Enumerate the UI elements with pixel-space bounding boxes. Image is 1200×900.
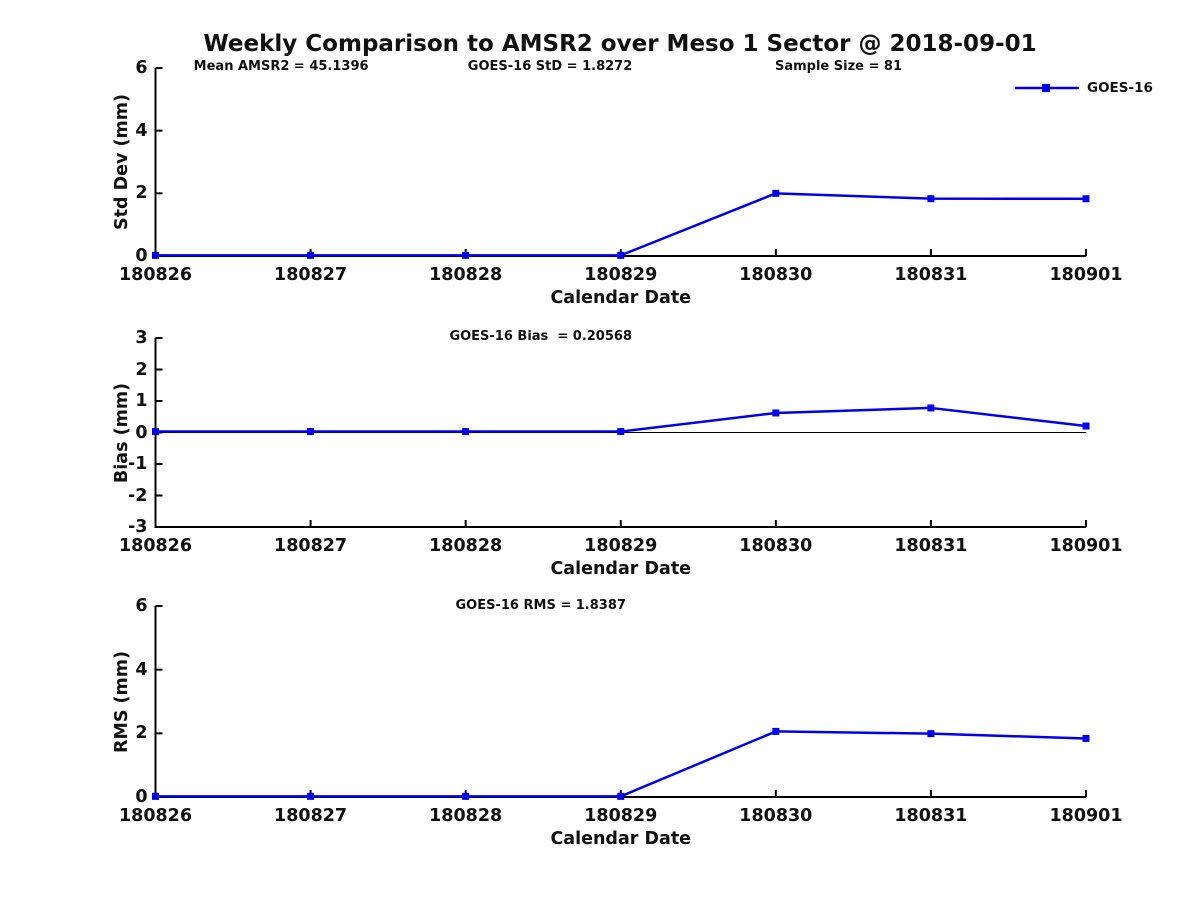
y-axis-label: Bias (mm) (112, 382, 132, 483)
x-tick-label: 180828 (429, 536, 503, 556)
data-marker (772, 189, 780, 197)
data-marker (1082, 195, 1090, 203)
x-tick-label: 180829 (584, 806, 658, 826)
data-marker (152, 428, 159, 436)
legend-line-icon (1015, 84, 1079, 92)
x-tick-label: 180829 (584, 536, 658, 556)
data-line (155, 406, 1087, 433)
data-marker (307, 428, 315, 436)
data-marker (772, 727, 780, 735)
axis-spines (154, 606, 1086, 798)
plot-annotation: GOES-16 RMS = 1.8387 (455, 598, 626, 613)
x-tick-label: 180901 (1049, 536, 1123, 556)
data-marker (462, 251, 470, 259)
data-marker (462, 428, 470, 436)
data-marker (1082, 734, 1090, 742)
x-tick-label: 180826 (118, 806, 193, 826)
legend: GOES-16 (1015, 78, 1153, 98)
x-axis-label: Calendar Date (550, 559, 692, 579)
data-marker (772, 409, 780, 417)
data-marker (1082, 422, 1090, 430)
y-tick-label: 4 (135, 120, 148, 141)
axis-spines (154, 68, 1086, 257)
data-marker (617, 251, 625, 259)
y-tick-label: -1 (128, 454, 148, 474)
plot-annotation: Sample Size = 81 (774, 59, 902, 74)
data-marker (462, 792, 470, 800)
y-axis-label: RMS (mm) (112, 650, 132, 753)
x-tick-label: 180828 (429, 806, 503, 826)
y-tick-label: -3 (128, 517, 148, 537)
data-marker (152, 792, 159, 800)
y-tick-label: 2 (135, 359, 148, 380)
data-marker (927, 730, 935, 738)
data-marker (927, 195, 935, 203)
y-tick-label: 0 (135, 422, 148, 443)
data-marker (307, 792, 315, 800)
x-tick-label: 180831 (894, 265, 968, 285)
data-line (155, 730, 1087, 798)
y-tick-label: 6 (135, 58, 148, 78)
plot-annotation: Mean AMSR2 = 45.1396 (193, 59, 369, 74)
x-tick-label: 180831 (894, 806, 968, 826)
x-tick-label: 180827 (274, 806, 348, 826)
data-marker (617, 428, 625, 436)
y-tick-label: 0 (135, 787, 148, 807)
page-title: Weekly Comparison to AMSR2 over Meso 1 S… (203, 31, 1037, 57)
x-axis-label: Calendar Date (550, 829, 692, 849)
x-axis-label: Calendar Date (550, 288, 692, 308)
x-tick-label: 180829 (584, 265, 658, 285)
y-tick-label: 3 (135, 328, 148, 348)
y-tick-label: 0 (135, 246, 148, 266)
y-axis-label: Std Dev (mm) (112, 94, 132, 230)
x-tick-label: 180828 (429, 265, 503, 285)
y-tick-label: 2 (135, 183, 148, 204)
x-tick-label: 180826 (118, 536, 193, 556)
x-tick-label: 180826 (118, 265, 193, 285)
x-tick-label: 180827 (274, 536, 348, 556)
x-tick-label: 180827 (274, 265, 348, 285)
plot-annotation: GOES-16 Bias = 0.20568 (449, 329, 632, 344)
y-tick-label: 1 (135, 391, 148, 411)
data-marker (307, 251, 315, 259)
y-tick-label: 6 (135, 596, 148, 616)
data-line (155, 192, 1087, 257)
x-tick-label: 180901 (1049, 806, 1123, 826)
x-tick-label: 180830 (739, 806, 813, 826)
y-tick-label: -2 (128, 485, 148, 506)
data-marker (927, 404, 935, 412)
x-tick-label: 180830 (739, 536, 813, 556)
data-marker (152, 251, 159, 259)
y-tick-label: 2 (135, 723, 148, 744)
x-tick-label: 180901 (1049, 265, 1123, 285)
y-tick-label: 4 (135, 659, 148, 680)
x-tick-label: 180831 (894, 536, 968, 556)
data-marker (617, 792, 625, 800)
plot-annotation: GOES-16 StD = 1.8272 (467, 59, 633, 74)
x-tick-label: 180830 (739, 265, 813, 285)
legend-label: GOES-16 (1087, 80, 1153, 96)
